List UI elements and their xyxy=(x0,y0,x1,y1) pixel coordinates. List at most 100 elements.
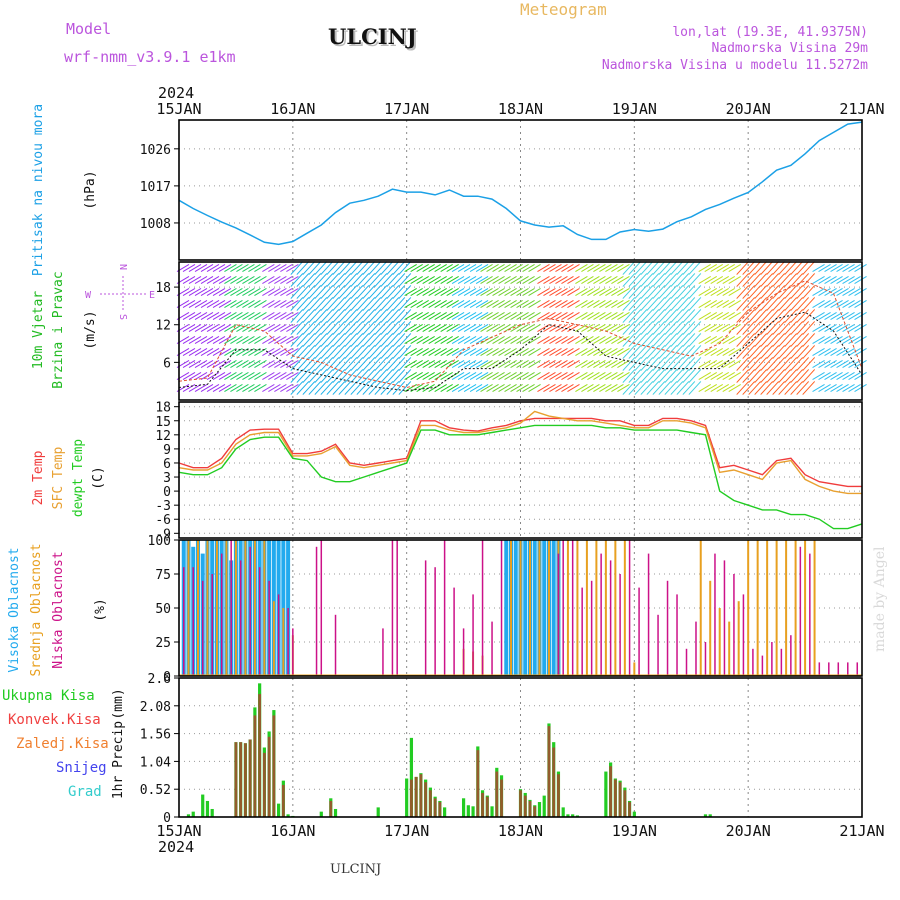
wind-barb xyxy=(652,369,666,383)
wind-barb xyxy=(561,335,574,345)
wind-barb xyxy=(742,321,756,335)
wind-barb xyxy=(617,335,630,345)
wind-barb xyxy=(242,335,255,345)
wind-barb xyxy=(736,285,750,299)
wind-barb xyxy=(320,297,334,311)
wind-axis-label-2: Brzina i Pravac xyxy=(51,271,66,388)
wind-barb xyxy=(784,333,798,347)
wind-barb xyxy=(664,321,678,335)
wind-barb xyxy=(772,345,786,359)
wind-barb xyxy=(486,359,499,369)
wind-barb xyxy=(728,275,741,285)
wind-barb xyxy=(516,359,529,369)
wind-barb xyxy=(332,381,346,395)
wind-barb xyxy=(224,287,237,297)
wind-barb xyxy=(824,299,837,309)
wind-barb xyxy=(398,357,412,371)
day-label-bottom: 21JAN xyxy=(839,822,884,840)
wind-barb xyxy=(236,287,249,297)
wind-barb xyxy=(286,335,299,345)
wind-barb xyxy=(766,261,780,275)
wind-barb xyxy=(398,261,412,275)
cloud-bar xyxy=(794,540,797,676)
cloud-bar xyxy=(771,642,773,676)
wind-barb xyxy=(587,299,600,309)
wind-barb xyxy=(230,275,243,285)
wind-barb xyxy=(410,299,423,309)
cloud-bar xyxy=(695,621,697,676)
wind-barb xyxy=(416,359,429,369)
wind-barb xyxy=(543,359,556,369)
wind-barb xyxy=(510,323,523,333)
wind-barb xyxy=(605,323,618,333)
wind-barb xyxy=(498,287,511,297)
wind-barb xyxy=(766,309,780,323)
wind-barb xyxy=(486,323,499,333)
wind-barb xyxy=(796,261,810,275)
wind-barb xyxy=(605,311,618,321)
wind-barb xyxy=(854,263,867,273)
wind-barb xyxy=(736,345,750,359)
wind-barb xyxy=(338,273,352,287)
cloud-bar xyxy=(562,540,564,676)
wind-barb xyxy=(446,347,459,357)
wind-barb xyxy=(236,371,249,381)
y-tick-label: 15 xyxy=(155,415,171,430)
day-label-top: 20JAN xyxy=(726,100,771,118)
wind-barb xyxy=(593,287,606,297)
cloud-bar xyxy=(551,540,556,676)
wind-barb xyxy=(522,347,535,357)
wind-barb xyxy=(374,357,388,371)
wind-barb xyxy=(848,383,861,393)
y-tick-label: 0.52 xyxy=(140,783,171,798)
wind-barb xyxy=(830,323,843,333)
wind-barb xyxy=(242,263,255,273)
wind-barb xyxy=(670,369,684,383)
wind-barb xyxy=(549,275,562,285)
wind-barb xyxy=(446,263,459,273)
wind-barb xyxy=(286,311,299,321)
wind-barb xyxy=(236,275,249,285)
wind-barb xyxy=(640,297,654,311)
wind-barb xyxy=(338,357,352,371)
precip-legend-2: Konvek.Kisa xyxy=(8,712,101,728)
wind-barb xyxy=(326,345,340,359)
wind-barb xyxy=(274,347,287,357)
wind-barb xyxy=(242,323,255,333)
wind-barb xyxy=(182,287,196,297)
wind-barb xyxy=(716,347,729,357)
wind-barb xyxy=(206,323,220,333)
precip-bar xyxy=(210,808,214,817)
wind-barb xyxy=(480,299,493,309)
wind-barb xyxy=(760,261,774,275)
wind-barb xyxy=(416,347,429,357)
cloud-bar xyxy=(187,540,190,676)
wind-barb xyxy=(842,299,855,309)
wind-barb xyxy=(842,323,855,333)
precip-bar xyxy=(566,814,570,817)
wind-barb xyxy=(451,347,465,357)
wind-barb xyxy=(567,275,580,285)
wind-barb xyxy=(605,347,618,357)
wind-barb xyxy=(790,309,804,323)
wind-barb xyxy=(848,263,861,273)
wind-barb xyxy=(362,333,376,347)
wind-barb xyxy=(528,359,541,369)
wind-barb xyxy=(599,371,612,381)
wind-barb xyxy=(416,371,429,381)
wind-barb xyxy=(302,333,316,347)
wind-barb xyxy=(262,275,275,285)
wind-barb xyxy=(188,299,202,309)
wind-barb xyxy=(640,369,654,383)
wind-barb xyxy=(200,263,214,273)
wind-barb xyxy=(398,285,412,299)
wind-barb xyxy=(704,275,717,285)
precip-conv-bar xyxy=(239,742,243,817)
wind-unit-label: (m/s) xyxy=(83,310,98,349)
wind-barb xyxy=(646,357,660,371)
wind-barb xyxy=(286,359,299,369)
wind-barb xyxy=(522,311,535,321)
wind-barb xyxy=(796,297,810,311)
cloud-bar xyxy=(282,608,285,676)
wind-barb xyxy=(182,263,196,273)
